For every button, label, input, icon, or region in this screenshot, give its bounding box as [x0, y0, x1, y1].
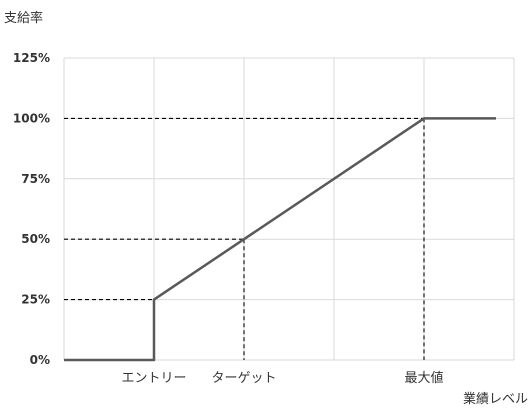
x-axis-label: 業績レベル: [463, 391, 528, 407]
series: [64, 117, 496, 362]
x-tick-label-1: ターゲット: [211, 371, 276, 386]
y-tick-label-0: 0%: [30, 353, 50, 367]
series-line-0: [64, 117, 496, 362]
y-axis-label: 支給率: [4, 10, 43, 26]
y-tick-label-5: 125%: [13, 51, 50, 65]
x-tick-label-0: エントリー: [121, 371, 186, 386]
axis-labels: 0% 25% 50% 75% 100% 125% エントリー ターゲット 最大値: [13, 51, 444, 386]
y-tick-label-3: 75%: [21, 172, 50, 186]
y-tick-label-4: 100%: [13, 111, 50, 125]
y-tick-label-2: 50%: [21, 232, 50, 246]
y-tick-label-1: 25%: [21, 293, 50, 307]
x-tick-label-2: 最大値: [404, 370, 443, 386]
